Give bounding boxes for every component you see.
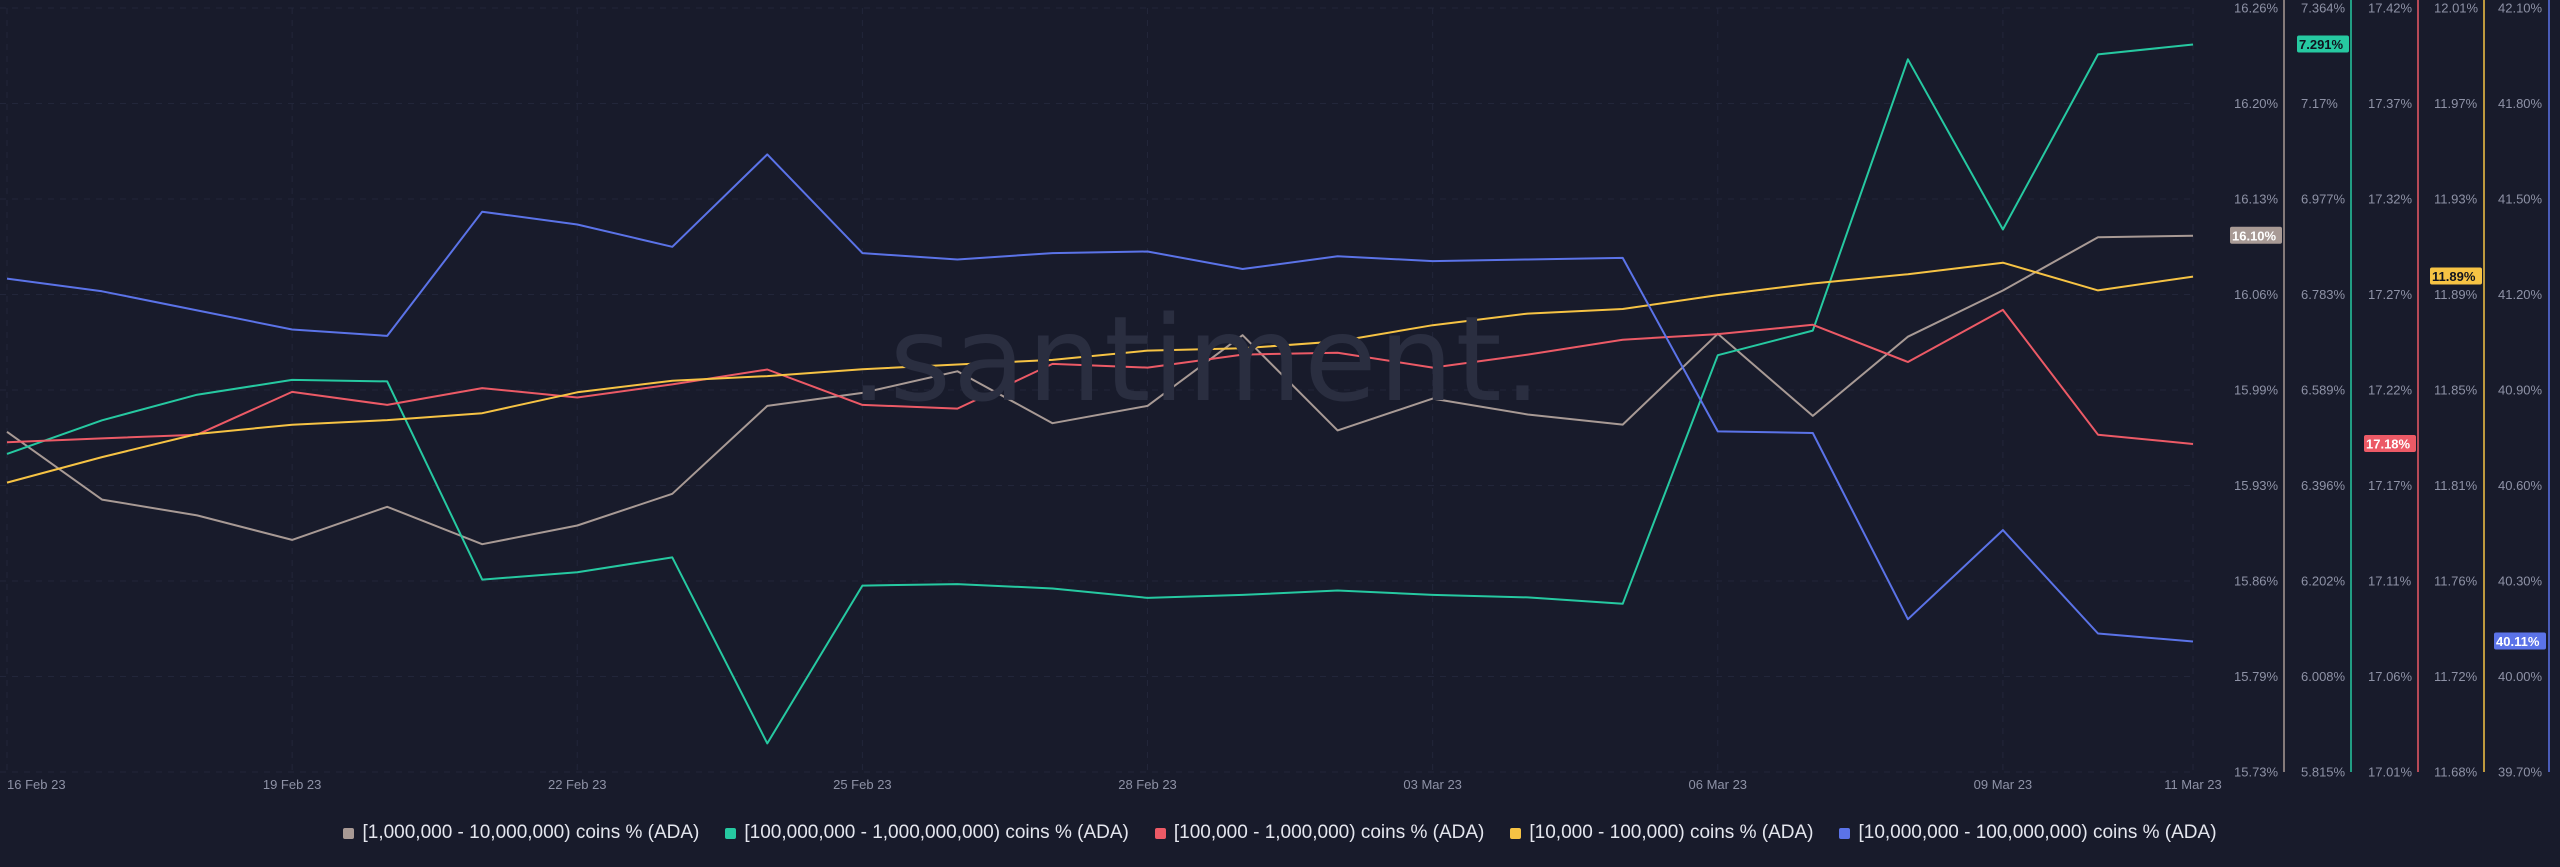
y-tick-label: 6.396% [2301,478,2346,493]
legend-item-0[interactable]: [1,000,000 - 10,000,000) coins % (ADA) [343,822,699,844]
y-tick-label: 16.13% [2234,192,2279,207]
y-tick-label: 40.60% [2498,478,2543,493]
y-tick-label: 40.90% [2498,383,2543,398]
legend-swatch [1839,827,1851,839]
y-tick-label: 11.68% [2434,765,2478,780]
y-tick-label: 15.99% [2234,383,2279,398]
y-tick-label: 40.00% [2498,669,2543,684]
y-tick-label: 16.20% [2234,96,2279,111]
y-tick-label: 16.26% [2234,1,2279,16]
x-tick-label: 06 Mar 23 [1689,777,1748,792]
y-tick-label: 41.20% [2498,287,2543,302]
y-tick-label: 17.06% [2368,669,2413,684]
y-tick-label: 7.364% [2301,1,2346,16]
y-tick-label: 11.76% [2434,574,2478,589]
y-tick-label: 17.22% [2368,383,2413,398]
y-tick-label: 6.783% [2301,287,2346,302]
legend-label: [10,000,000 - 100,000,000) coins % (ADA) [1858,822,2217,843]
y-tick-label: 17.17% [2368,478,2413,493]
x-tick-label: 09 Mar 23 [1974,777,2033,792]
y-tick-label: 11.89% [2434,287,2478,302]
last-value-label-1: 7.291% [2299,37,2344,52]
legend-item-3[interactable]: [10,000 - 100,000) coins % (ADA) [1510,822,1813,844]
last-value-label-3: 11.89% [2432,269,2476,284]
x-tick-label: 19 Feb 23 [263,777,322,792]
last-value-badge-0 [2230,226,2282,244]
legend-label: [100,000,000 - 1,000,000,000) coins % (A… [744,822,1129,843]
legend: [1,000,000 - 10,000,000) coins % (ADA) [1… [0,818,2560,848]
y-tick-label: 11.81% [2434,478,2478,493]
last-value-label-2: 17.18% [2366,437,2411,452]
legend-swatch [343,827,355,839]
last-value-label-4: 40.11% [2496,634,2540,649]
x-tick-label: 16 Feb 23 [7,777,66,792]
y-tick-label: 15.93% [2234,478,2279,493]
legend-label: [10,000 - 100,000) coins % (ADA) [1529,822,1814,843]
y-tick-label: 15.73% [2234,765,2279,780]
series-line-1 [6,43,2194,745]
last-value-badge-4 [2494,632,2546,650]
legend-label: [100,000 - 1,000,000) coins % (ADA) [1173,822,1485,843]
last-value-badge-1 [2297,35,2349,53]
legend-item-4[interactable]: [10,000,000 - 100,000,000) coins % (ADA) [1839,822,2217,844]
legend-label: [1,000,000 - 10,000,000) coins % (ADA) [362,822,700,843]
last-value-label-0: 16.10% [2232,228,2277,243]
y-tick-label: 11.97% [2434,96,2478,111]
y-tick-label: 6.977% [2301,192,2346,207]
y-tick-label: 40.30% [2498,574,2543,589]
y-tick-label: 17.37% [2368,96,2413,111]
series-line-3 [6,261,2194,484]
y-tick-label: 16.06% [2234,287,2279,302]
series-line-4 [6,153,2194,643]
last-value-badge-2 [2364,435,2416,453]
series-line-2 [6,308,2194,445]
y-tick-label: 11.72% [2434,669,2478,684]
y-tick-label: 5.815% [2301,765,2346,780]
legend-item-2[interactable]: [100,000 - 1,000,000) coins % (ADA) [1154,822,1485,844]
y-tick-label: 17.01% [2368,765,2413,780]
y-tick-label: 39.70% [2498,765,2543,780]
y-tick-label: 15.86% [2234,574,2279,589]
x-tick-label: 22 Feb 23 [548,777,607,792]
y-tick-label: 17.42% [2368,1,2413,16]
y-tick-label: 17.32% [2368,192,2413,207]
legend-swatch [725,827,737,839]
y-tick-label: 15.79% [2234,669,2279,684]
x-tick-label: 28 Feb 23 [1118,777,1177,792]
x-tick-label: 03 Mar 23 [1403,777,1462,792]
y-tick-label: 41.50% [2498,192,2543,207]
y-tick-label: 6.202% [2301,574,2346,589]
y-tick-label: 6.008% [2301,669,2346,684]
legend-swatch [1510,827,1522,839]
last-value-badge-3 [2430,267,2482,285]
y-tick-label: 17.27% [2368,287,2413,302]
y-tick-label: 12.01% [2434,1,2479,16]
y-tick-label: 17.11% [2368,574,2412,589]
y-tick-label: 42.10% [2498,1,2543,16]
x-tick-label: 25 Feb 23 [833,777,892,792]
y-tick-label: 41.80% [2498,96,2543,111]
x-tick-label: 11 Mar 23 [2164,777,2222,792]
line-chart: 16 Feb 23 19 Feb 23 22 Feb 23 25 Feb 23 28 F… [0,0,2550,792]
series-line-0 [6,234,2194,546]
y-tick-label: 11.85% [2434,383,2478,398]
y-tick-label: 6.589% [2301,383,2346,398]
y-tick-label: 11.93% [2434,192,2478,207]
legend-item-1[interactable]: [100,000,000 - 1,000,000,000) coins % (A… [725,822,1129,844]
y-tick-label: 7.17% [2301,96,2338,111]
legend-swatch [1154,827,1166,839]
